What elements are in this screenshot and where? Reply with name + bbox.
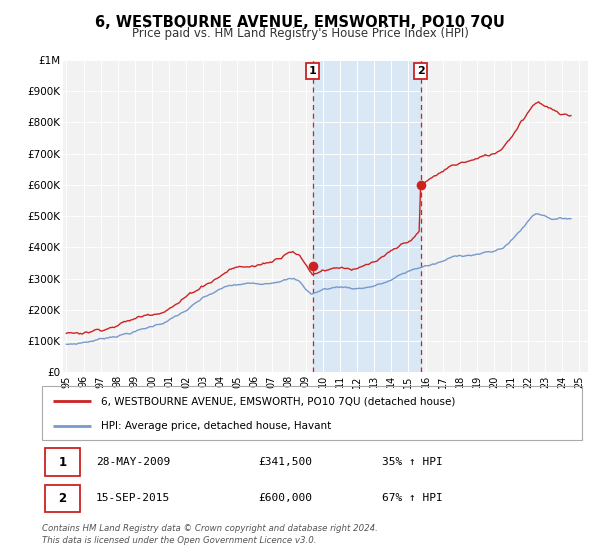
Text: 1: 1 <box>309 66 317 76</box>
Text: HPI: Average price, detached house, Havant: HPI: Average price, detached house, Hava… <box>101 421 332 431</box>
Text: 67% ↑ HPI: 67% ↑ HPI <box>382 493 443 503</box>
Bar <box>313 60 421 372</box>
Text: 2: 2 <box>417 66 424 76</box>
Text: 6, WESTBOURNE AVENUE, EMSWORTH, PO10 7QU: 6, WESTBOURNE AVENUE, EMSWORTH, PO10 7QU <box>95 15 505 30</box>
Text: 2: 2 <box>58 492 67 505</box>
Text: 15-SEP-2015: 15-SEP-2015 <box>96 493 170 503</box>
Text: 35% ↑ HPI: 35% ↑ HPI <box>382 457 443 467</box>
FancyBboxPatch shape <box>45 484 80 512</box>
Text: £600,000: £600,000 <box>258 493 312 503</box>
Text: Price paid vs. HM Land Registry's House Price Index (HPI): Price paid vs. HM Land Registry's House … <box>131 27 469 40</box>
Text: 1: 1 <box>58 455 67 469</box>
Text: 6, WESTBOURNE AVENUE, EMSWORTH, PO10 7QU (detached house): 6, WESTBOURNE AVENUE, EMSWORTH, PO10 7QU… <box>101 396 456 407</box>
Text: Contains HM Land Registry data © Crown copyright and database right 2024.
This d: Contains HM Land Registry data © Crown c… <box>42 524 378 545</box>
FancyBboxPatch shape <box>45 448 80 476</box>
Text: 28-MAY-2009: 28-MAY-2009 <box>96 457 170 467</box>
Text: £341,500: £341,500 <box>258 457 312 467</box>
